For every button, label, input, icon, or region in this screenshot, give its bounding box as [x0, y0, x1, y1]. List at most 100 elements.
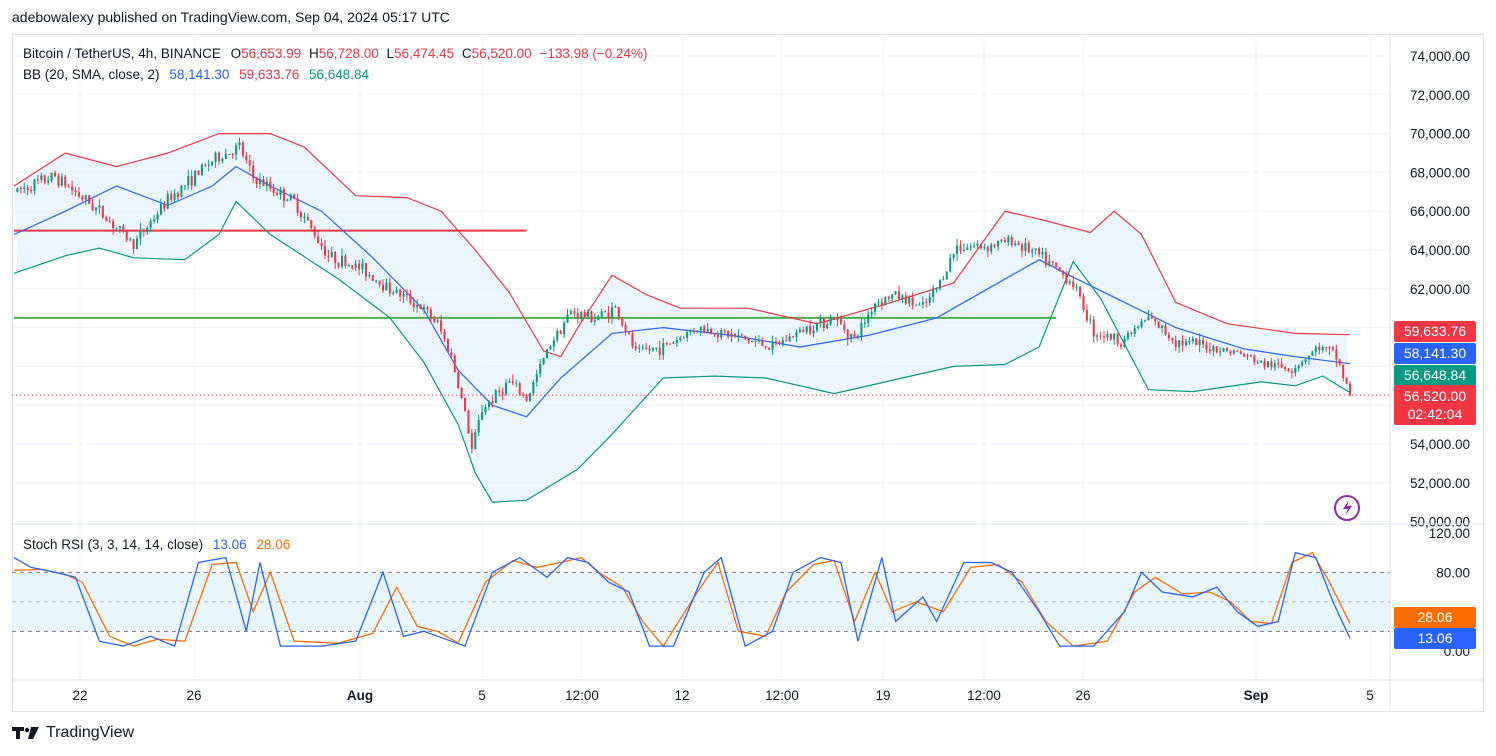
candle-body [364, 263, 367, 277]
candle-body [1287, 369, 1290, 372]
candle-body [785, 340, 788, 342]
candle-body [498, 390, 501, 392]
time-axis-label: 12:00 [967, 688, 1001, 703]
candle-body [354, 263, 357, 269]
candle-body [1082, 295, 1085, 310]
candle-body [576, 313, 579, 318]
candle-body [1212, 346, 1215, 352]
candle-body [1143, 320, 1147, 322]
bollinger-lines [13, 133, 1351, 503]
candle-body [170, 193, 173, 200]
candle-body [874, 303, 877, 313]
candle-body [1263, 360, 1266, 368]
stoch-rsi-pane [12, 551, 1390, 648]
lightning-icon[interactable] [1334, 495, 1360, 521]
candle-body [552, 340, 555, 347]
candle-body [856, 335, 859, 337]
candle-body [672, 342, 675, 344]
candle-body [1328, 347, 1331, 349]
candle-body [118, 225, 121, 228]
candle-body [1171, 338, 1174, 341]
candle-body [1085, 309, 1088, 321]
chart-frame [12, 34, 1484, 712]
candle-body [258, 179, 262, 184]
candle-body [122, 225, 125, 231]
candles [16, 137, 1352, 454]
candle-body [135, 238, 139, 250]
candle-body [696, 330, 699, 333]
candle-body [1208, 349, 1211, 352]
tradingview-brand[interactable]: TradingView [12, 724, 134, 742]
candle-body [986, 247, 989, 252]
candle-body [645, 347, 648, 349]
symbol-label: Bitcoin / TetherUS, 4h, BINANCE [23, 46, 221, 61]
candle-body [395, 289, 398, 293]
candle-body [1102, 336, 1106, 338]
candle-body [1092, 319, 1095, 337]
candle-body [1174, 340, 1177, 348]
candle-body [1273, 363, 1276, 368]
candle-body [1109, 333, 1112, 340]
candle-body [313, 227, 316, 237]
candle-body [1130, 332, 1133, 335]
candle-body [450, 352, 453, 356]
candle-body [1205, 344, 1208, 350]
candle-body [559, 330, 562, 335]
candle-body [279, 189, 282, 195]
candle-body [1024, 243, 1027, 251]
change-value: −133.98 (−0.24%) [539, 46, 648, 61]
candle-body [1202, 339, 1205, 345]
candle-body [1178, 340, 1181, 348]
candle-body [1167, 334, 1170, 339]
candle-body [40, 175, 43, 180]
price-axis-label: 72,000.00 [1410, 88, 1470, 103]
rsi-axis-label: 80.00 [1436, 565, 1470, 580]
candle-body [610, 307, 613, 319]
stoch-d-line [13, 551, 1351, 648]
candle-body [802, 329, 805, 333]
candle-body [265, 181, 268, 187]
rsi-d-tag: 28.06 [1394, 607, 1476, 628]
candle-body [915, 304, 918, 306]
candle-body [1294, 368, 1297, 373]
candle-body [60, 176, 63, 186]
candle-body [334, 251, 337, 263]
candle-body [269, 181, 272, 189]
candle-body [132, 239, 135, 250]
candle-body [563, 322, 566, 335]
candle-body [94, 207, 98, 211]
candle-body [33, 179, 36, 191]
candle-body [88, 195, 91, 204]
candle-body [36, 179, 39, 181]
candle-body [1225, 348, 1229, 352]
candle-body [163, 204, 166, 209]
candle-body [1048, 261, 1051, 266]
candle-body [77, 192, 80, 197]
candle-body [487, 401, 490, 407]
candle-body [142, 230, 145, 232]
candle-body [1126, 332, 1129, 339]
candle-body [470, 433, 473, 449]
candle-body [1017, 243, 1020, 245]
candle-body [344, 255, 347, 267]
candle-body [600, 311, 603, 317]
candle-body [231, 154, 234, 156]
candle-body [293, 194, 296, 199]
candle-body [689, 330, 692, 333]
candle-body [682, 337, 685, 339]
candle-body [747, 338, 750, 342]
candle-body [1256, 362, 1259, 364]
candle-body [788, 336, 791, 342]
candle-body [204, 164, 207, 166]
candle-body [1297, 365, 1300, 369]
candle-body [320, 243, 323, 247]
candle-body [740, 334, 743, 336]
candle-body [262, 179, 265, 187]
candle-body [867, 314, 870, 323]
candle-body [805, 326, 808, 333]
rsi-legend: Stoch RSI (3, 3, 14, 14, close) 13.06 28… [23, 537, 290, 552]
last-price-tag: 56,520.00 02:42:04 [1394, 385, 1476, 425]
candle-body [535, 374, 538, 382]
candle-body [1246, 355, 1249, 357]
